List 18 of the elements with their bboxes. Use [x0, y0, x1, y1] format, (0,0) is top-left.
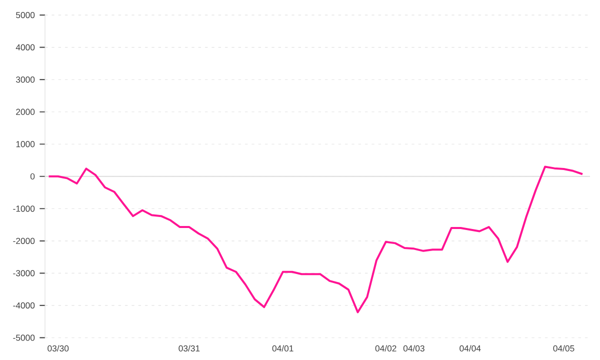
y-tick-label: -4000: [13, 302, 35, 309]
x-tick-label: 04/02: [375, 345, 396, 352]
x-tick-label: 03/30: [48, 345, 69, 352]
y-tick-label: 2000: [16, 108, 35, 115]
x-tick-label: 04/05: [553, 345, 574, 352]
y-tick-label: 0: [30, 173, 35, 180]
x-tick-label: 04/01: [272, 345, 294, 352]
y-tick-label: 1000: [16, 141, 35, 148]
x-tick-label: 03/31: [178, 345, 200, 352]
y-tick-label: -3000: [13, 270, 35, 276]
y-tick-label: 5000: [16, 12, 35, 18]
y-tick-label: -1000: [13, 206, 35, 212]
y-tick-label: 3000: [16, 76, 35, 83]
x-tick-label: 04/04: [460, 345, 481, 352]
y-tick-label: -2000: [13, 238, 35, 244]
y-tick-label: -5000: [13, 334, 35, 341]
x-tick-label: 04/03: [403, 345, 424, 352]
y-tick-label: 4000: [16, 44, 35, 50]
